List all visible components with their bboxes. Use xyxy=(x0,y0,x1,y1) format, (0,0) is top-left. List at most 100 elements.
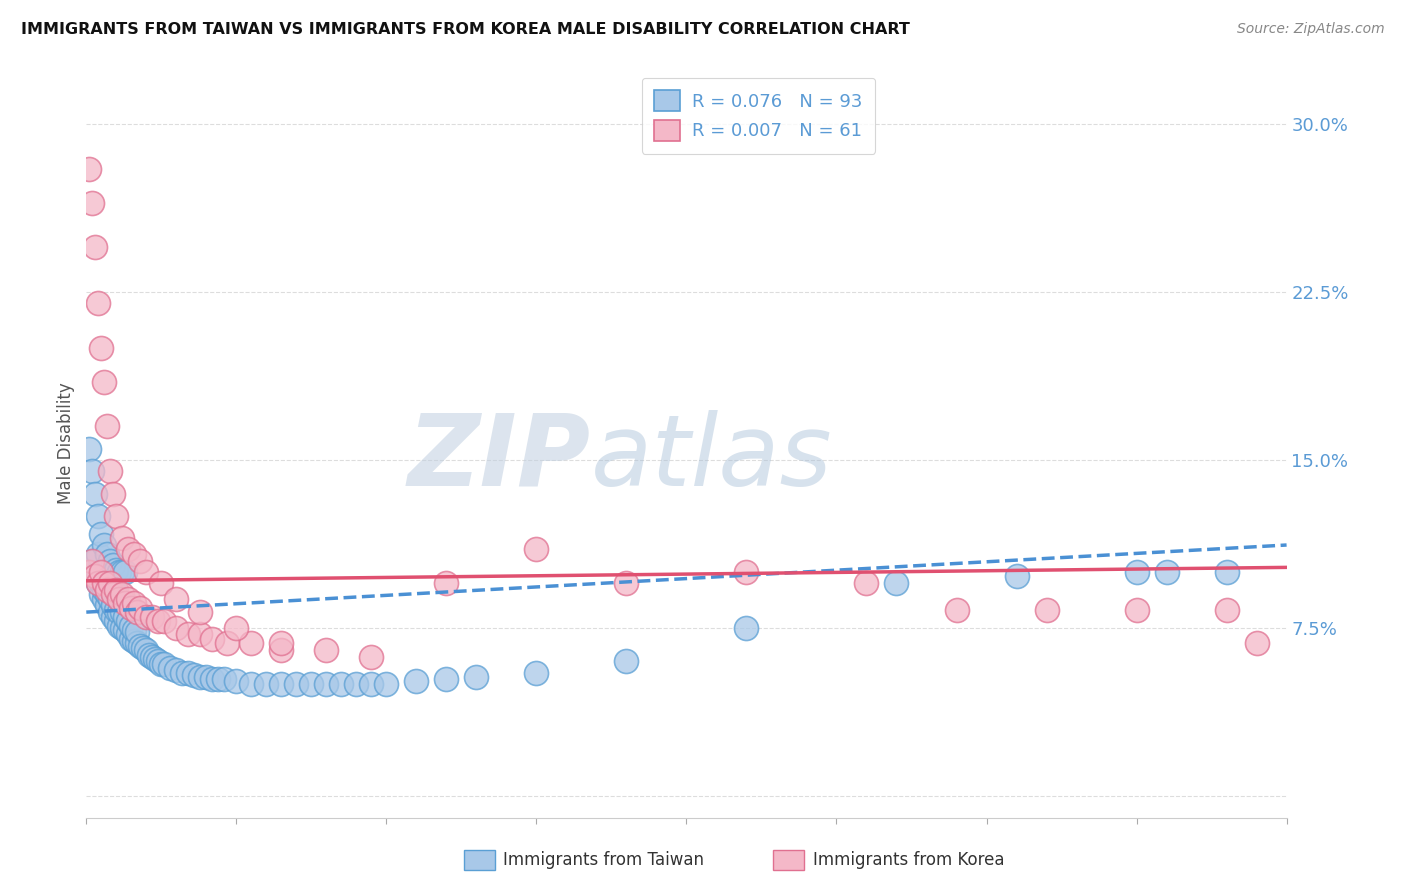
Point xyxy=(195,670,218,684)
Point xyxy=(299,676,322,690)
Point xyxy=(375,676,398,690)
Point xyxy=(90,565,112,579)
Point xyxy=(87,296,110,310)
Point xyxy=(214,672,236,686)
Point xyxy=(129,554,152,568)
Point xyxy=(82,195,104,210)
Point xyxy=(87,508,110,523)
Point xyxy=(98,576,121,591)
Point xyxy=(240,636,263,650)
Point xyxy=(111,621,134,635)
Point xyxy=(1156,565,1178,579)
Point xyxy=(270,676,292,690)
Point xyxy=(945,603,967,617)
Point xyxy=(153,657,176,671)
Point xyxy=(616,576,638,591)
Point xyxy=(434,672,457,686)
Text: IMMIGRANTS FROM TAIWAN VS IMMIGRANTS FROM KOREA MALE DISABILITY CORRELATION CHAR: IMMIGRANTS FROM TAIWAN VS IMMIGRANTS FRO… xyxy=(21,22,910,37)
Point xyxy=(124,623,146,637)
Text: atlas: atlas xyxy=(591,409,832,507)
Point xyxy=(96,547,118,561)
Point xyxy=(114,565,136,579)
Point xyxy=(79,442,101,456)
Point xyxy=(148,654,170,668)
Point xyxy=(111,565,134,579)
Point xyxy=(254,676,277,690)
Point xyxy=(117,542,139,557)
Point xyxy=(127,636,149,650)
Point xyxy=(111,587,134,601)
Point xyxy=(84,240,107,254)
Point xyxy=(735,621,758,635)
Point xyxy=(93,569,115,583)
Point xyxy=(526,665,548,680)
Legend: R = 0.076   N = 93, R = 0.007   N = 61: R = 0.076 N = 93, R = 0.007 N = 61 xyxy=(641,78,876,153)
Point xyxy=(103,558,125,573)
Point xyxy=(124,634,146,648)
Point xyxy=(98,464,121,478)
Point xyxy=(96,599,118,613)
Point xyxy=(127,625,149,640)
Point xyxy=(84,569,107,583)
Point xyxy=(105,563,128,577)
Point xyxy=(90,526,112,541)
Point xyxy=(201,672,224,686)
Point xyxy=(79,565,101,579)
Point xyxy=(96,419,118,434)
Point xyxy=(84,569,107,583)
Point xyxy=(465,670,488,684)
Point xyxy=(135,609,157,624)
Point xyxy=(120,618,142,632)
Point xyxy=(84,486,107,500)
Point xyxy=(217,636,239,650)
Point xyxy=(141,609,163,624)
Point xyxy=(98,554,121,568)
Point xyxy=(87,576,110,591)
Point xyxy=(93,591,115,606)
Point xyxy=(177,665,200,680)
Point xyxy=(117,614,139,628)
Point xyxy=(148,614,170,628)
Point xyxy=(90,341,112,355)
Point xyxy=(132,640,155,655)
Point xyxy=(344,676,367,690)
Point xyxy=(315,676,337,690)
Point xyxy=(172,665,194,680)
Point xyxy=(117,627,139,641)
Point xyxy=(150,576,173,591)
Point xyxy=(135,643,157,657)
Point xyxy=(165,591,187,606)
Point xyxy=(96,576,118,591)
Point xyxy=(1035,603,1057,617)
Point xyxy=(108,591,131,606)
Point xyxy=(143,652,166,666)
Point xyxy=(124,547,146,561)
Point xyxy=(120,632,142,646)
Point xyxy=(111,605,134,619)
Point xyxy=(84,554,107,568)
Point xyxy=(103,599,125,613)
Point xyxy=(103,609,125,624)
Point xyxy=(120,600,142,615)
Point xyxy=(96,587,118,601)
Point xyxy=(108,605,131,619)
Point xyxy=(105,587,128,601)
Point xyxy=(855,576,877,591)
Point xyxy=(886,576,908,591)
Point xyxy=(405,674,427,689)
Point xyxy=(434,576,457,591)
Point xyxy=(103,486,125,500)
Point xyxy=(103,587,125,601)
Point xyxy=(90,576,112,591)
Point xyxy=(79,162,101,177)
Point xyxy=(165,621,187,635)
Point xyxy=(124,596,146,610)
Point xyxy=(105,603,128,617)
Point xyxy=(526,542,548,557)
Point xyxy=(114,623,136,637)
Point xyxy=(96,582,118,597)
Point xyxy=(135,565,157,579)
Point xyxy=(201,632,224,646)
Point xyxy=(188,670,211,684)
Point xyxy=(93,576,115,591)
